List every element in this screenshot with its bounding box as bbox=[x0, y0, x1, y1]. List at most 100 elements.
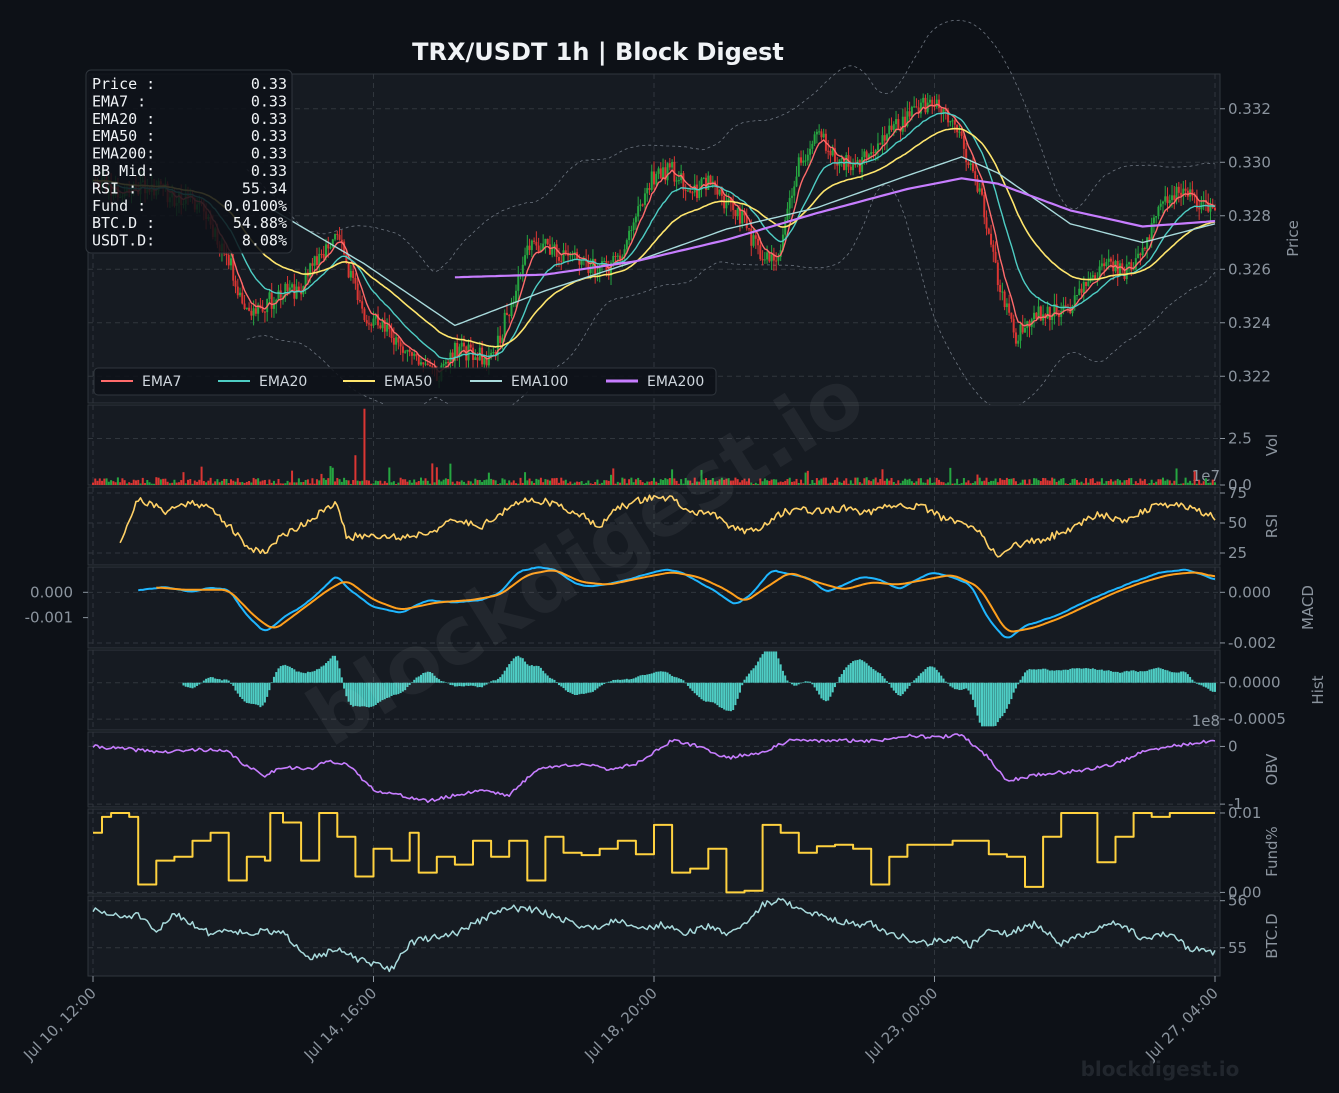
volume-bar bbox=[931, 482, 934, 485]
volume-bar bbox=[442, 479, 445, 485]
volume-bar bbox=[374, 480, 377, 485]
candle-body bbox=[469, 344, 472, 348]
volume-bar bbox=[865, 477, 868, 485]
candle-body bbox=[750, 228, 753, 246]
volume-bar bbox=[372, 483, 375, 485]
info-label: EMA20 : bbox=[92, 110, 155, 128]
hist-bar bbox=[971, 682, 974, 700]
volume-bar bbox=[1143, 479, 1146, 485]
volume-bar bbox=[528, 478, 531, 485]
hist-bar bbox=[1166, 670, 1169, 683]
hist-bar bbox=[469, 682, 472, 686]
candle-body bbox=[589, 266, 592, 274]
hist-bar bbox=[974, 682, 977, 708]
hist-bar bbox=[752, 668, 755, 683]
hist-bar bbox=[904, 682, 907, 692]
panel-price: 0.322 0.324 0.326 0.328 0.330 0.332 Price Price… bbox=[85, 19, 1302, 417]
hist-bar bbox=[1139, 671, 1142, 683]
candle-body bbox=[976, 178, 979, 192]
candle-body bbox=[763, 259, 766, 261]
hist-bar bbox=[232, 682, 235, 686]
volume-bar bbox=[1164, 480, 1167, 485]
volume-bar bbox=[720, 477, 723, 485]
volume-bar bbox=[612, 468, 615, 485]
volume-bar bbox=[250, 482, 253, 485]
candle-body bbox=[919, 102, 922, 114]
hist-bar bbox=[435, 677, 438, 683]
hist-bar bbox=[693, 682, 696, 694]
volume-bar bbox=[505, 483, 508, 485]
volume-bar bbox=[772, 479, 775, 485]
hist-bar bbox=[530, 665, 533, 683]
candle-body bbox=[252, 308, 255, 316]
hist-bar bbox=[777, 658, 780, 683]
candle-body bbox=[616, 255, 619, 257]
candle-body bbox=[485, 358, 488, 366]
candle-body bbox=[1094, 275, 1097, 280]
candle-body bbox=[901, 116, 904, 132]
chart-title: TRX/USDT 1h | Block Digest bbox=[412, 38, 784, 66]
hist-bar bbox=[589, 682, 592, 693]
hist-bar bbox=[266, 682, 269, 697]
hist-bar bbox=[519, 657, 522, 683]
volume-bar bbox=[1211, 479, 1214, 485]
hist-bar bbox=[542, 670, 545, 683]
candle-body bbox=[928, 99, 931, 103]
candle-body bbox=[702, 177, 705, 179]
candle-body bbox=[994, 251, 997, 263]
volume-bar bbox=[517, 483, 520, 485]
volume-bar bbox=[478, 479, 481, 485]
volume-bar bbox=[996, 482, 999, 485]
candle-body bbox=[940, 108, 943, 114]
volume-bar bbox=[324, 479, 327, 485]
volume-bar bbox=[1044, 478, 1047, 485]
candle-body bbox=[906, 111, 909, 127]
volume-bar bbox=[232, 480, 235, 485]
candle-body bbox=[487, 356, 490, 366]
candle-body bbox=[431, 366, 434, 368]
hist-bar bbox=[641, 674, 644, 683]
volume-bar bbox=[449, 463, 452, 485]
volume-bar bbox=[388, 467, 391, 485]
volume-bar bbox=[379, 480, 382, 485]
candle-body bbox=[1010, 312, 1013, 319]
volume-bar bbox=[481, 481, 484, 485]
volume-bar bbox=[867, 480, 870, 485]
hist-bar bbox=[949, 682, 952, 687]
volume-bar bbox=[818, 480, 821, 485]
volume-bar bbox=[630, 477, 633, 485]
hist-bar bbox=[1069, 668, 1072, 683]
legend-frame bbox=[93, 367, 717, 396]
candle-body bbox=[892, 124, 895, 130]
volume-bar bbox=[806, 470, 809, 485]
volume-bar bbox=[578, 482, 581, 485]
volume-bar bbox=[383, 481, 386, 485]
volume-bar bbox=[1023, 479, 1026, 485]
legend-label-ema50: EMA50 bbox=[384, 374, 432, 390]
candle-body bbox=[447, 361, 450, 364]
volume-bar bbox=[1064, 483, 1067, 485]
volume-bar bbox=[1028, 479, 1031, 485]
candle-body bbox=[641, 204, 644, 206]
candle-body bbox=[291, 284, 294, 288]
candle-body bbox=[392, 338, 395, 345]
candle-body bbox=[1168, 200, 1171, 204]
candle-body bbox=[659, 168, 662, 179]
volume-bar bbox=[429, 483, 432, 485]
volume-bar bbox=[123, 480, 126, 485]
hist-bar bbox=[429, 671, 432, 683]
candle-body bbox=[1139, 253, 1142, 256]
candle-body bbox=[741, 210, 744, 224]
candle-body bbox=[1087, 281, 1090, 287]
candle-body bbox=[1055, 304, 1058, 314]
volume-bar bbox=[1195, 483, 1198, 485]
hist-bar bbox=[1157, 667, 1160, 683]
volume-bar bbox=[639, 480, 642, 485]
volume-bar bbox=[530, 481, 533, 485]
volume-bar bbox=[990, 480, 993, 485]
volume-bar bbox=[519, 477, 522, 485]
candle-body bbox=[800, 157, 803, 163]
candle-body bbox=[1152, 217, 1155, 224]
volume-bar bbox=[263, 479, 266, 485]
hist-bar bbox=[1008, 682, 1011, 705]
